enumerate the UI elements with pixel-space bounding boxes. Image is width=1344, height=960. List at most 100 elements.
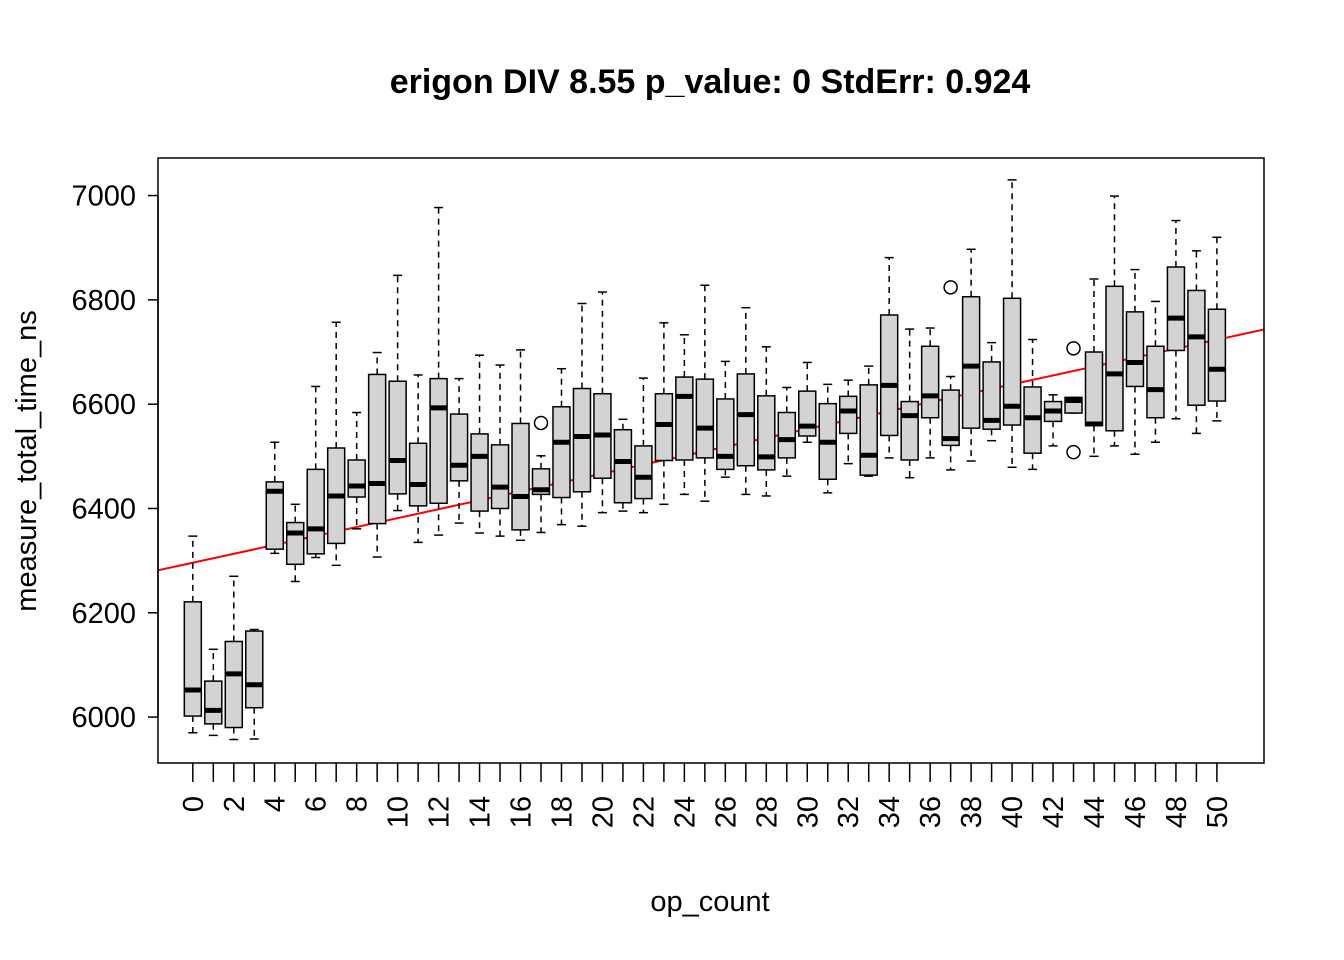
x-tick-label: 2	[219, 796, 251, 812]
y-axis: 6000 6200 6400 6600 6800 7000	[71, 181, 159, 734]
box-iqr	[838, 395, 858, 435]
y-tick-label: 6400	[71, 493, 136, 525]
x-tick-label: 22	[628, 796, 660, 828]
plot-frame	[157, 157, 1265, 764]
x-tick-label: 46	[1120, 796, 1152, 828]
box-iqr	[1105, 285, 1124, 432]
box-38	[961, 248, 981, 462]
box-42	[1043, 394, 1063, 447]
box-35	[900, 328, 919, 479]
box-iqr	[490, 444, 510, 510]
box-6	[306, 385, 325, 559]
box-iqr	[1002, 297, 1022, 426]
box-43	[1064, 341, 1083, 460]
box-20	[593, 291, 612, 514]
x-tick-label: 8	[342, 796, 374, 812]
box-iqr	[716, 398, 735, 471]
box-9	[367, 351, 387, 558]
box-iqr	[1084, 351, 1104, 427]
box-iqr	[245, 630, 264, 709]
box-16	[511, 349, 530, 542]
box-iqr	[265, 481, 284, 550]
x-tick-label: 4	[260, 796, 292, 812]
y-tick-label: 6200	[71, 598, 136, 630]
box-iqr	[1146, 345, 1165, 419]
x-tick-label: 32	[833, 796, 865, 828]
x-tick-label: 38	[956, 796, 988, 828]
x-tick-label: 18	[546, 796, 578, 828]
box-19	[572, 302, 592, 527]
box-2	[224, 575, 244, 741]
box-31	[818, 383, 837, 494]
box-iqr	[183, 601, 203, 717]
box-iqr	[388, 380, 407, 495]
box-3	[245, 628, 264, 740]
x-tick-label: 16	[506, 796, 538, 828]
box-iqr	[777, 411, 797, 459]
box-iqr	[204, 680, 223, 725]
box-iqr	[941, 389, 960, 447]
box-iqr	[1166, 266, 1186, 352]
box-50	[1207, 236, 1227, 422]
box-iqr	[798, 390, 817, 437]
box-33	[859, 365, 878, 477]
x-tick-label: 50	[1202, 796, 1234, 828]
box-44	[1084, 278, 1104, 458]
box-34	[879, 256, 899, 459]
box-iqr	[1207, 308, 1227, 402]
box-18	[552, 367, 571, 526]
box-10	[388, 274, 407, 512]
y-tick-label: 6800	[71, 285, 136, 317]
box-25	[695, 284, 715, 502]
x-tick-label: 12	[424, 796, 456, 828]
x-tick-label: 20	[587, 796, 619, 828]
box-17	[531, 415, 551, 534]
outlier-point	[1066, 341, 1081, 356]
box-iqr	[429, 377, 448, 505]
box-12	[429, 206, 448, 536]
box-47	[1146, 300, 1165, 443]
outlier-point	[1066, 444, 1081, 460]
box-iqr	[982, 361, 1001, 430]
box-39	[982, 341, 1001, 442]
box-37	[941, 280, 960, 471]
x-axis: 0 2 4 6 8 10 12 14 16 18 20 22 24 26 28 30 32 34 36 38 40 42 4…	[178, 763, 1234, 828]
box-45	[1105, 195, 1124, 447]
box-1	[204, 648, 223, 737]
box-iqr	[552, 406, 571, 499]
x-tick-label: 30	[792, 796, 824, 828]
box-24	[675, 334, 694, 496]
box-32	[838, 379, 858, 465]
box-iqr	[572, 387, 592, 493]
y-tick-label: 6600	[71, 389, 136, 421]
x-tick-label: 48	[1161, 796, 1193, 828]
box-iqr	[408, 442, 428, 507]
box-41	[1023, 338, 1042, 471]
box-36	[920, 327, 940, 459]
box-27	[736, 306, 756, 496]
box-21	[613, 418, 633, 512]
box-8	[347, 411, 366, 530]
box-iqr	[900, 400, 919, 461]
box-iqr	[654, 392, 674, 462]
outlier-point	[943, 280, 958, 295]
box-48	[1166, 219, 1186, 420]
box-iqr	[613, 428, 633, 504]
y-axis-label: measure_total_time_ns	[11, 310, 43, 611]
box-7	[326, 321, 346, 567]
x-tick-label: 28	[751, 796, 783, 828]
box-iqr	[511, 422, 530, 531]
box-28	[757, 346, 776, 497]
x-tick-label: 14	[465, 796, 497, 828]
x-tick-label: 44	[1079, 796, 1111, 828]
box-49	[1187, 250, 1206, 435]
box-iqr	[1125, 311, 1145, 388]
box-26	[716, 360, 735, 478]
box-22	[634, 377, 653, 514]
x-tick-label: 36	[915, 796, 947, 828]
box-iqr	[347, 459, 366, 498]
box-4	[265, 441, 284, 555]
box-0	[183, 535, 203, 734]
box-iqr	[879, 314, 899, 437]
